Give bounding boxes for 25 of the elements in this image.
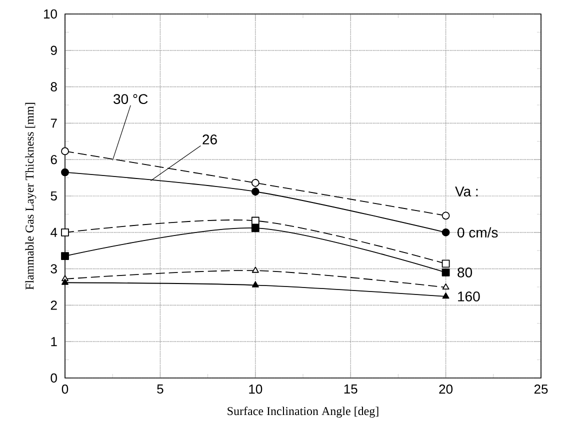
x-tick-label: 10 (249, 384, 262, 394)
x-tick-label: 25 (534, 384, 548, 394)
annotation: 30 °C (114, 94, 148, 104)
x-axis-title: Surface Inclination Angle [deg] (228, 406, 378, 418)
y-tick-label: 2 (50, 300, 57, 310)
y-tick-label: 9 (50, 46, 57, 56)
annotation: 160 (458, 292, 480, 302)
x-tick-label: 0 (62, 384, 68, 394)
x-tick-label: 15 (344, 384, 358, 394)
y-tick-label: 0 (50, 373, 57, 383)
y-tick-label: 10 (44, 9, 57, 19)
y-tick-label: 3 (50, 264, 57, 274)
x-tick-label: 5 (157, 384, 164, 394)
annotation: 80 (458, 267, 472, 278)
x-tick-label: 20 (439, 384, 453, 394)
y-tick-label: 5 (50, 191, 57, 201)
y-tick-label: 8 (50, 82, 57, 92)
annotation: 0 cm/s (458, 227, 498, 238)
y-tick-label: 1 (51, 337, 57, 346)
y-tick-label: 4 (50, 228, 58, 237)
y-tick-label: 6 (50, 155, 57, 164)
annotation: Va : (455, 186, 478, 196)
y-axis-title: Flammable Gas Layer Thickness [mm] (25, 102, 36, 290)
y-tick-label: 7 (50, 118, 57, 128)
annotation: 26 (202, 134, 217, 144)
